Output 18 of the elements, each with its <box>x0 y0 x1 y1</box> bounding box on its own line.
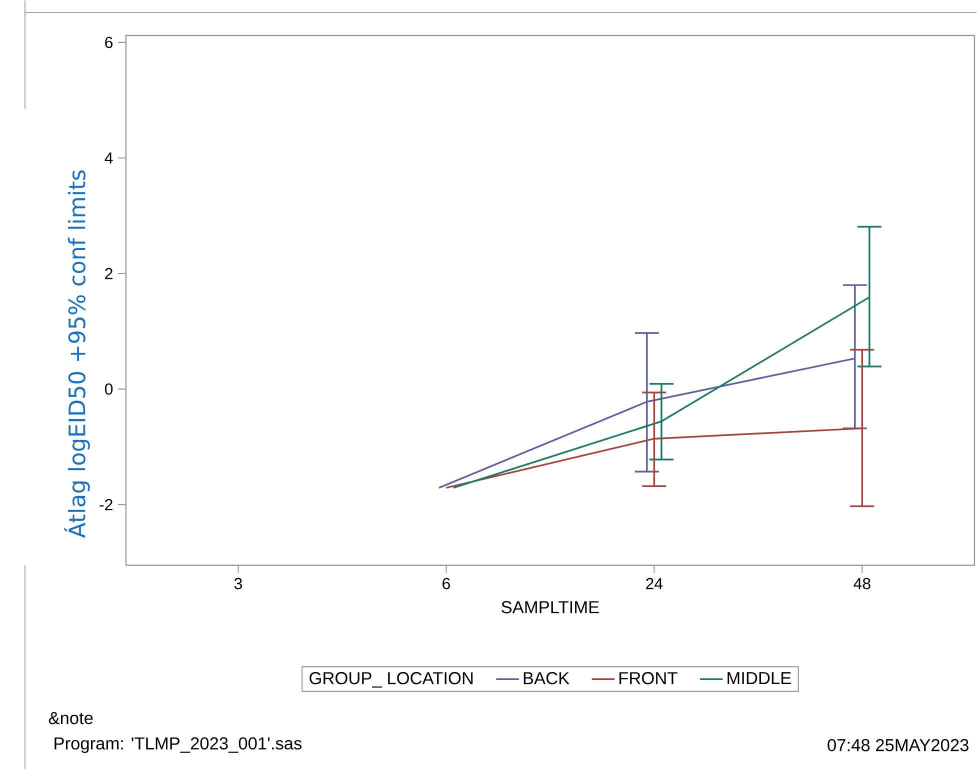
text: 07:48 25MAY2023 <box>828 739 968 752</box>
y-tick-label: -2 <box>100 499 112 510</box>
legend-label: MIDDLE <box>728 672 791 684</box>
legend-label: BACK <box>524 672 570 684</box>
y-tick-label: 0 <box>104 384 113 395</box>
y-tick-label: 2 <box>105 268 112 280</box>
x-tick-label: 24 <box>646 578 663 590</box>
y-axis-title: Átlag logEID50 +95% conf limits <box>64 170 90 538</box>
legend-title: GROUP_ LOCATION <box>310 672 473 688</box>
legend-label: FRONT <box>620 672 678 684</box>
x-tick-label: 48 <box>854 578 870 590</box>
y-tick-label: 4 <box>104 152 113 164</box>
text: Program: 'TLMP_2023_001'.sas <box>54 737 302 754</box>
text: &note <box>48 712 93 724</box>
x-axis-title: SAMPLTIME <box>502 601 599 614</box>
y-tick-label: 6 <box>105 36 113 48</box>
x-tick-label: 3 <box>234 578 242 590</box>
x-tick-label: 6 <box>442 578 450 590</box>
